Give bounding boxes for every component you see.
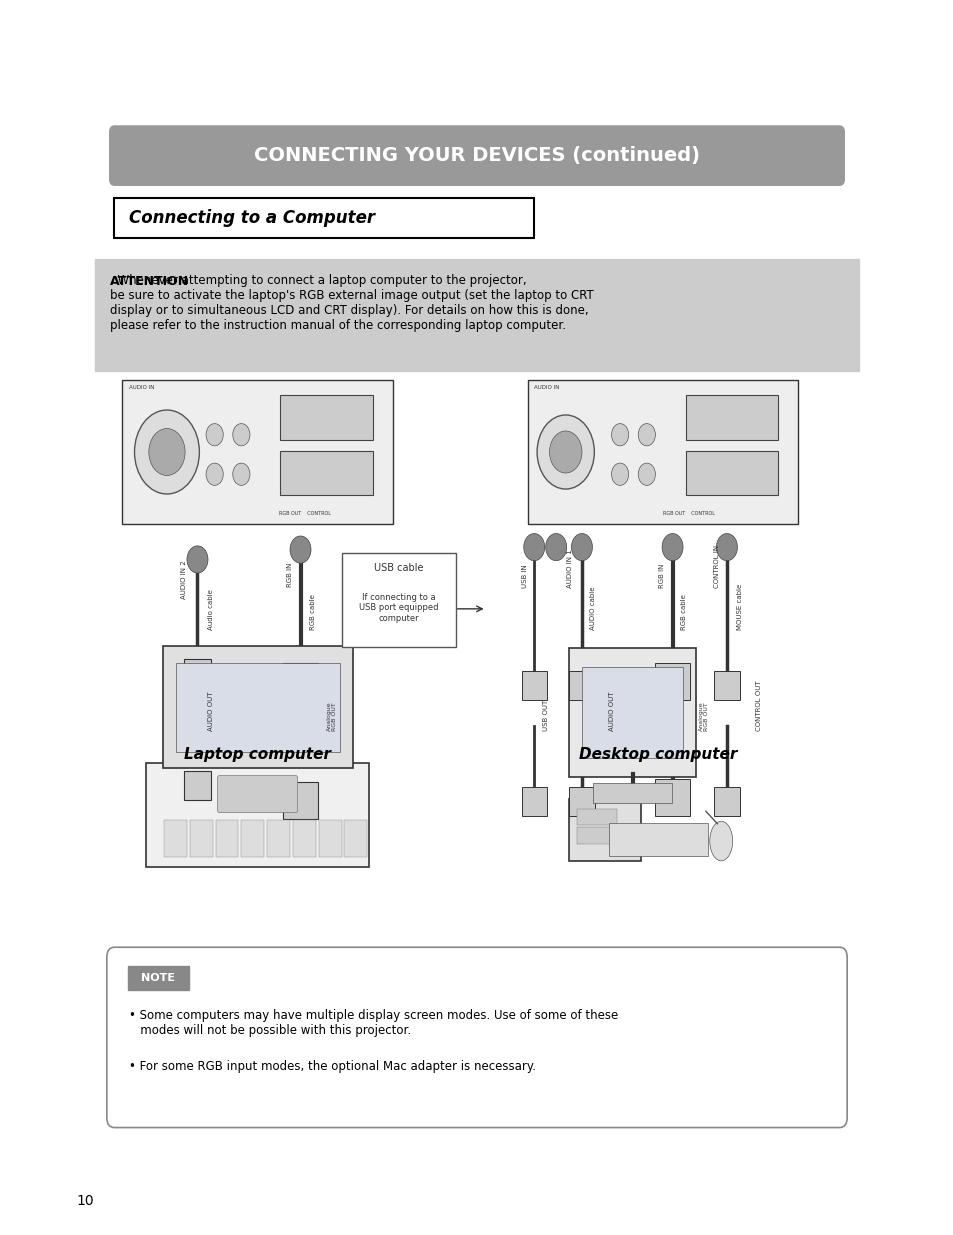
FancyBboxPatch shape [280, 395, 373, 440]
FancyBboxPatch shape [593, 783, 671, 803]
Text: Analogue
RGB OUT: Analogue RGB OUT [698, 701, 709, 731]
Text: USB OUT: USB OUT [542, 700, 548, 731]
FancyBboxPatch shape [267, 820, 290, 857]
FancyBboxPatch shape [527, 380, 798, 524]
Text: Audio cable: Audio cable [208, 589, 213, 630]
FancyBboxPatch shape [293, 820, 315, 857]
Text: CONTROL IN: CONTROL IN [714, 545, 720, 588]
FancyBboxPatch shape [655, 779, 689, 816]
FancyBboxPatch shape [164, 820, 187, 857]
Text: AUDIO cable: AUDIO cable [590, 587, 596, 630]
FancyBboxPatch shape [146, 763, 369, 867]
FancyBboxPatch shape [713, 671, 740, 700]
Text: CONNECTING YOUR DEVICES (continued): CONNECTING YOUR DEVICES (continued) [253, 146, 700, 165]
FancyBboxPatch shape [110, 126, 843, 185]
Ellipse shape [709, 821, 732, 861]
FancyBboxPatch shape [568, 648, 696, 777]
FancyBboxPatch shape [175, 663, 339, 752]
Text: Laptop computer: Laptop computer [184, 747, 331, 762]
Text: ATTENTION: ATTENTION [110, 275, 189, 289]
FancyBboxPatch shape [608, 823, 707, 856]
FancyBboxPatch shape [713, 787, 740, 816]
Circle shape [545, 534, 566, 561]
Text: USB IN: USB IN [521, 564, 527, 588]
Text: RGB cable: RGB cable [310, 594, 315, 630]
FancyBboxPatch shape [568, 671, 595, 700]
Circle shape [571, 534, 592, 561]
Text: CONTROL OUT: CONTROL OUT [756, 680, 761, 731]
Text: RGB IN: RGB IN [287, 562, 293, 587]
Text: AUDIO OUT: AUDIO OUT [208, 692, 213, 731]
FancyBboxPatch shape [163, 646, 353, 768]
Circle shape [290, 536, 311, 563]
Text: RGB OUT    CONTROL: RGB OUT CONTROL [662, 511, 715, 516]
FancyBboxPatch shape [283, 663, 317, 700]
FancyBboxPatch shape [107, 947, 846, 1128]
Text: Connecting to a Computer: Connecting to a Computer [129, 209, 375, 227]
Circle shape [638, 424, 655, 446]
FancyBboxPatch shape [568, 799, 640, 861]
Text: RGB IN: RGB IN [659, 563, 664, 588]
Circle shape [187, 546, 208, 573]
Text: If connecting to a
USB port equipped
computer: If connecting to a USB port equipped com… [358, 593, 438, 622]
FancyBboxPatch shape [184, 659, 211, 689]
FancyBboxPatch shape [184, 771, 211, 800]
FancyBboxPatch shape [215, 820, 238, 857]
Circle shape [233, 424, 250, 446]
FancyBboxPatch shape [685, 451, 778, 495]
FancyBboxPatch shape [280, 451, 373, 495]
Text: • For some RGB input modes, the optional Mac adapter is necessary.: • For some RGB input modes, the optional… [129, 1060, 536, 1073]
Circle shape [206, 463, 223, 485]
FancyBboxPatch shape [655, 663, 689, 700]
Text: AUDIO IN: AUDIO IN [129, 385, 154, 390]
Circle shape [611, 463, 628, 485]
FancyBboxPatch shape [283, 782, 317, 819]
FancyBboxPatch shape [341, 553, 456, 647]
Text: RGB OUT    CONTROL: RGB OUT CONTROL [278, 511, 331, 516]
FancyBboxPatch shape [318, 820, 341, 857]
Circle shape [149, 429, 185, 475]
FancyBboxPatch shape [128, 966, 189, 990]
Text: AUDIO IN 1: AUDIO IN 1 [567, 550, 573, 588]
FancyBboxPatch shape [122, 380, 393, 524]
Text: USB cable: USB cable [374, 563, 423, 573]
FancyBboxPatch shape [217, 776, 297, 813]
FancyBboxPatch shape [95, 259, 858, 370]
Circle shape [523, 534, 544, 561]
Text: Analogue
RGB OUT: Analogue RGB OUT [326, 701, 337, 731]
FancyBboxPatch shape [568, 787, 595, 816]
FancyBboxPatch shape [241, 820, 264, 857]
FancyBboxPatch shape [521, 787, 546, 816]
FancyBboxPatch shape [114, 198, 534, 238]
FancyBboxPatch shape [581, 667, 682, 758]
Circle shape [611, 424, 628, 446]
FancyBboxPatch shape [685, 395, 778, 440]
Circle shape [661, 534, 682, 561]
FancyBboxPatch shape [521, 671, 546, 700]
Circle shape [549, 431, 581, 473]
Text: AUDIO IN: AUDIO IN [534, 385, 559, 390]
Text: AUDIO IN 2: AUDIO IN 2 [181, 561, 187, 599]
Text: MOUSE cable: MOUSE cable [737, 584, 742, 630]
Circle shape [716, 534, 737, 561]
Text: Desktop computer: Desktop computer [578, 747, 737, 762]
FancyBboxPatch shape [190, 820, 213, 857]
Circle shape [537, 415, 594, 489]
Circle shape [638, 463, 655, 485]
FancyBboxPatch shape [577, 809, 617, 825]
Text: RGB cable: RGB cable [680, 594, 686, 630]
FancyBboxPatch shape [577, 827, 617, 844]
Text: AUDIO OUT: AUDIO OUT [609, 692, 615, 731]
Text: 10: 10 [76, 1194, 93, 1208]
Circle shape [233, 463, 250, 485]
Text: Whenever attempting to connect a laptop computer to the projector,
be sure to ac: Whenever attempting to connect a laptop … [110, 274, 593, 332]
Text: NOTE: NOTE [141, 973, 175, 983]
Text: • Some computers may have multiple display screen modes. Use of some of these
  : • Some computers may have multiple displ… [129, 1009, 618, 1037]
Circle shape [134, 410, 199, 494]
Circle shape [206, 424, 223, 446]
FancyBboxPatch shape [344, 820, 367, 857]
